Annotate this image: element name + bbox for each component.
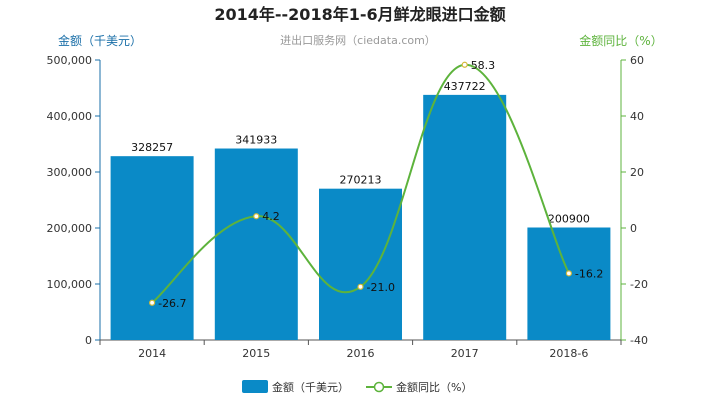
bar xyxy=(527,227,611,340)
series-line-yoy xyxy=(151,63,570,304)
line-data-label: 58.3 xyxy=(471,59,496,72)
line-point xyxy=(149,299,156,306)
y-axis-right-tick-label: 20 xyxy=(630,166,644,179)
y-axis-left-tick-label: 400,000 xyxy=(47,110,93,123)
legend-label-amount: 金额（千美元） xyxy=(272,380,349,394)
legend-swatch-bar xyxy=(242,380,268,393)
y-axis-right-tick-label: 40 xyxy=(630,110,644,123)
x-axis-tick-label: 2018-6 xyxy=(549,347,588,360)
legend[interactable]: 金额（千美元） 金额同比（%） xyxy=(242,380,472,394)
y-axis-left-title: 金额（千美元） xyxy=(58,33,142,48)
y-axis-right-tick-label: -40 xyxy=(630,334,648,347)
line-point xyxy=(253,213,260,220)
y-axis-right-tick-label: 60 xyxy=(630,54,644,67)
y-axis-left-tick-label: 300,000 xyxy=(47,166,93,179)
bar-data-label: 341933 xyxy=(235,134,277,147)
line-data-label: -26.7 xyxy=(158,297,186,310)
line-data-label: 4.2 xyxy=(262,210,280,223)
bar xyxy=(319,188,402,340)
y-axis-right-tick-label: -20 xyxy=(630,278,648,291)
x-axis-tick-label: 2017 xyxy=(451,347,479,360)
plot-area: 0 100,000 200,000 300,000 400,000 500,000 -40 -… xyxy=(47,54,648,360)
y-axis-right-tick-label: 0 xyxy=(630,222,637,235)
line-data-label: -21.0 xyxy=(367,281,395,294)
line-point xyxy=(565,270,573,277)
line-point xyxy=(357,283,364,290)
chart-title: 2014年--2018年1-6月鲜龙眼进口金额 xyxy=(214,5,505,24)
bar-data-label: 270213 xyxy=(340,174,382,187)
y-axis-left-tick-label: 100,000 xyxy=(47,278,93,291)
chart-subtitle: 进出口服务网（ciedata.com） xyxy=(280,33,436,47)
line-data-label: -16.2 xyxy=(575,267,603,280)
y-axis-left-tick-label: 200,000 xyxy=(47,222,93,235)
bar-data-label: 328257 xyxy=(131,141,173,154)
y-axis-right-title: 金额同比（%） xyxy=(579,33,662,48)
x-axis-tick-label: 2016 xyxy=(347,347,375,360)
bar-data-label: 437722 xyxy=(444,80,486,93)
bar xyxy=(214,148,298,340)
x-axis-tick-label: 2014 xyxy=(138,347,166,360)
bar xyxy=(423,94,507,341)
y-axis-left-tick-label: 500,000 xyxy=(47,54,93,67)
bar-data-label: 200900 xyxy=(548,212,590,225)
y-axis-left-tick-label: 0 xyxy=(85,334,92,347)
line-point xyxy=(461,61,468,68)
legend-swatch-marker xyxy=(373,381,385,393)
legend-label-yoy: 金额同比（%） xyxy=(396,380,472,394)
x-axis-tick-label: 2015 xyxy=(242,347,270,360)
bar xyxy=(110,156,194,340)
